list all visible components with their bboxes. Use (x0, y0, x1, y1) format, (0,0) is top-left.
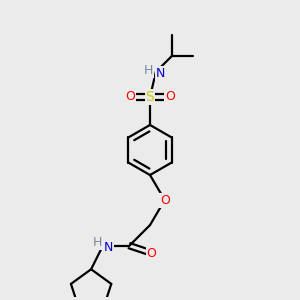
Text: N: N (156, 67, 165, 80)
Text: O: O (165, 91, 175, 103)
Text: O: O (146, 247, 156, 260)
Text: O: O (125, 91, 135, 103)
Text: N: N (104, 241, 113, 254)
Text: S: S (146, 90, 154, 104)
Text: O: O (160, 194, 170, 207)
Text: H: H (92, 236, 102, 249)
Text: H: H (144, 64, 153, 77)
